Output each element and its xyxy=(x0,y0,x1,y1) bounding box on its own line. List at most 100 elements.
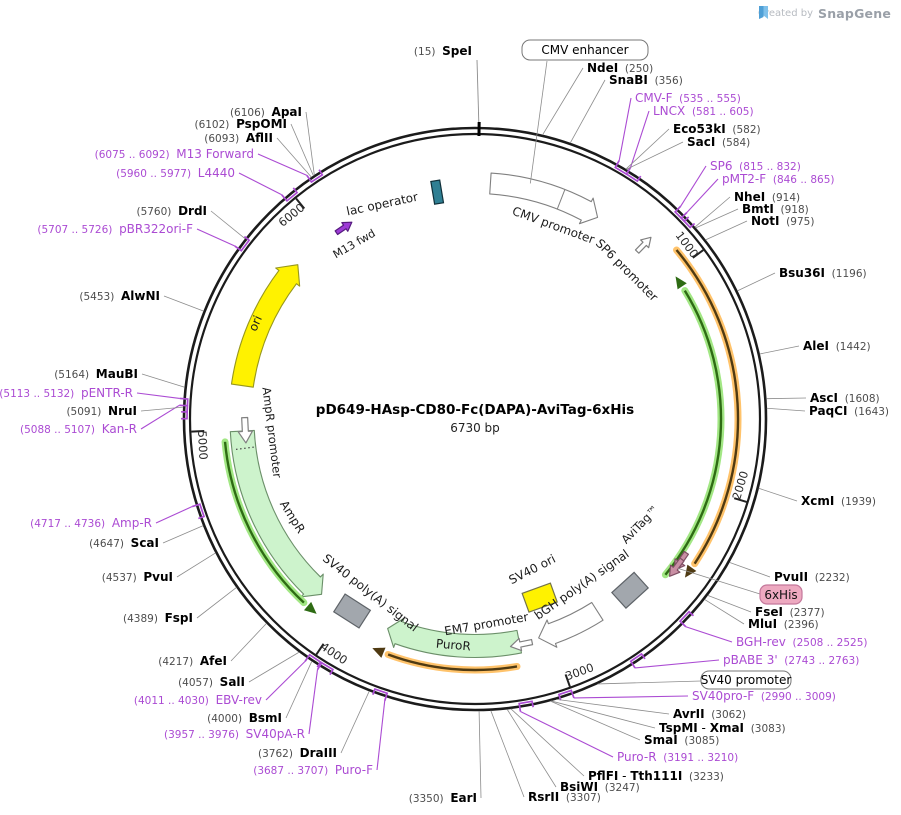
site-label-BsiWI[interactable]: BsiWI (3247) xyxy=(560,780,640,794)
site-label-AscI[interactable]: AscI (1608) xyxy=(810,391,880,405)
site-label-NheI[interactable]: NheI (914) xyxy=(734,190,800,204)
leader-AfeI xyxy=(230,623,267,662)
primer-label-pENTR-R[interactable]: (5113 .. 5132) pENTR-R xyxy=(0,386,133,400)
ampr-promoter-arrow[interactable] xyxy=(237,416,254,444)
site-label-MauBI[interactable]: (5164) MauBI xyxy=(54,367,138,381)
site-label-ApaI[interactable]: (6106) ApaI xyxy=(230,105,302,119)
cmv-enhancer-label[interactable]: CMV enhancer xyxy=(541,43,628,57)
site-label-XcmI[interactable]: XcmI (1939) xyxy=(801,494,876,508)
primer-label-pMT2-F[interactable]: pMT2-F (846 .. 865) xyxy=(722,172,834,186)
site-label-AleI[interactable]: AleI (1442) xyxy=(803,339,871,353)
site-label-BsmI[interactable]: (4000) BsmI xyxy=(207,711,282,725)
site-label-SpeI[interactable]: (15) SpeI xyxy=(414,44,472,58)
site-label-EarI[interactable]: (3350) EarI xyxy=(409,791,477,805)
primer-label-pBR322ori-F[interactable]: (5707 .. 5726) pBR322ori-F xyxy=(37,222,193,236)
cmv-promoter-arrow[interactable] xyxy=(489,172,599,225)
site-label-Eco53kI[interactable]: Eco53kI (582) xyxy=(673,122,761,136)
site-label-SalI[interactable]: (4057) SalI xyxy=(178,675,245,689)
leader-DrdI xyxy=(210,210,246,240)
site-label-FseI[interactable]: FseI (2377) xyxy=(755,605,825,619)
leader-NotI xyxy=(705,220,748,241)
sv40-promoter-label[interactable]: SV40 promoter xyxy=(701,673,792,687)
site-label-BmtI[interactable]: BmtI (918) xyxy=(742,202,809,216)
leader-pBR322ori-F xyxy=(196,228,236,247)
site-label-RsrII[interactable]: RsrII (3307) xyxy=(528,790,601,804)
site-label-SacI[interactable]: SacI (584) xyxy=(687,135,750,149)
primer-label-L4440[interactable]: (5960 .. 5977) L4440 xyxy=(116,166,235,180)
6xhis-label[interactable]: 6xHis xyxy=(764,588,797,602)
primer-mark-L4440 xyxy=(281,187,299,203)
site-label-Bsu36I[interactable]: Bsu36I (1196) xyxy=(779,266,867,280)
credit-brand: SnapGene xyxy=(818,6,891,21)
avitag-arrow-2[interactable] xyxy=(665,556,687,580)
puror-orf-band[interactable] xyxy=(387,617,523,659)
primer-mark-SV40pA-R xyxy=(316,661,335,676)
primer-label-EBV-rev[interactable]: (4011 .. 4030) EBV-rev xyxy=(134,693,262,707)
site-label-PvuI[interactable]: (4537) PvuI xyxy=(102,570,173,584)
site-label-AflII[interactable]: (6093) AflII xyxy=(204,131,273,145)
site-label-PvuII[interactable]: PvuII (2232) xyxy=(774,570,850,584)
site-label-PaqCI[interactable]: PaqCI (1643) xyxy=(809,404,889,418)
site-label-AlwNI[interactable]: (5453) AlwNI xyxy=(79,289,160,303)
leader-L4440 xyxy=(238,172,282,196)
primer-label-Puro-R[interactable]: Puro-R (3191 .. 3210) xyxy=(617,750,738,764)
primer-mark-Amp-R xyxy=(191,503,206,520)
plasmid-title: pD649-HAsp-CD80-Fc(DAPA)-AviTag-6xHis xyxy=(316,402,634,418)
primer-label-BGH-rev[interactable]: BGH-rev (2508 .. 2525) xyxy=(736,635,868,649)
site-label-NotI[interactable]: NotI (975) xyxy=(751,214,814,228)
leader-BmtI xyxy=(695,208,739,229)
cmv-enhancer-label-box[interactable] xyxy=(521,39,649,61)
primer-label-SV40pA-R[interactable]: (3957 .. 3976) SV40pA-R xyxy=(164,727,305,741)
scale-tick xyxy=(564,674,571,688)
site-label-TspMI[interactable]: TspMI - XmaI (3083) xyxy=(659,721,786,735)
primer-label-SP6[interactable]: SP6 (815 .. 832) xyxy=(710,159,801,173)
sv40-promoter-label-leader xyxy=(597,680,702,685)
site-label-MluI[interactable]: MluI (2396) xyxy=(748,617,819,631)
sv40-ori-box[interactable] xyxy=(521,582,558,613)
primer-label-SV40pro-F[interactable]: SV40pro-F (2990 .. 3009) xyxy=(692,689,836,703)
site-label-AfeI[interactable]: (4217) AfeI xyxy=(158,654,227,668)
primer-label-pBABE-3'[interactable]: pBABE 3' (2743 .. 2763) xyxy=(723,653,859,667)
site-label-AvrII[interactable]: AvrII (3062) xyxy=(673,707,746,721)
ampr-direction-arc[interactable] xyxy=(223,441,305,604)
site-label-SnaBI[interactable]: SnaBI (356) xyxy=(609,73,683,87)
bgh-polya-box[interactable] xyxy=(611,571,650,609)
primer-mark-pBR322ori-F xyxy=(234,235,251,252)
sv40-promoter-arrow[interactable] xyxy=(538,601,604,648)
ampr-orf-band-dotted-edge xyxy=(233,446,254,451)
avitag-label: AviTag™ xyxy=(618,502,662,546)
site-label-FspI[interactable]: (4389) FspI xyxy=(123,611,193,625)
snapgene-credit: Created by SnapGene xyxy=(758,6,891,21)
m13-fwd-arrow[interactable] xyxy=(333,218,354,237)
site-label-PspOMI[interactable]: (6102) PspOMI xyxy=(194,117,287,131)
site-label-NdeI[interactable]: NdeI (250) xyxy=(587,61,653,75)
site-label-SmaI[interactable]: SmaI (3085) xyxy=(644,733,719,747)
site-label-DraIII[interactable]: (3762) DraIII xyxy=(258,746,337,760)
6xhis-label-box[interactable] xyxy=(759,584,803,605)
sv40-promoter-label-box[interactable] xyxy=(700,670,792,690)
ampr-orf-band[interactable] xyxy=(229,429,324,598)
site-label-NruI[interactable]: (5091) NruI xyxy=(66,404,137,418)
orf-forward-right-arc[interactable] xyxy=(675,249,740,565)
em7-promoter-arrow[interactable] xyxy=(509,636,534,653)
site-label-ScaI[interactable]: (4647) ScaI xyxy=(89,536,159,550)
sv40-polya-box[interactable] xyxy=(332,593,372,629)
leader-Bsu36I xyxy=(737,272,776,292)
orf-reverse-right-arc[interactable] xyxy=(664,289,723,576)
primer-label-Amp-R[interactable]: (4717 .. 4736) Amp-R xyxy=(30,516,152,530)
lac-operator-box[interactable] xyxy=(430,179,445,205)
ori-arrow[interactable] xyxy=(230,264,301,388)
primer-label-CMV-F[interactable]: CMV-F (535 .. 555) xyxy=(635,91,741,105)
ampr-direction-arc-arrowhead xyxy=(303,601,317,614)
primer-mark-pENTR-R xyxy=(179,397,189,413)
site-label-DrdI[interactable]: (5760) DrdI xyxy=(136,204,207,218)
primer-label-Kan-R[interactable]: (5088 .. 5107) Kan-R xyxy=(20,422,137,436)
sp6-promoter-arrow[interactable] xyxy=(633,233,655,255)
orf-forward-bottom-arc-arrowhead xyxy=(372,647,386,658)
primer-label-Puro-F[interactable]: (3687 .. 3707) Puro-F xyxy=(253,763,373,777)
primer-label-LNCX[interactable]: LNCX (581 .. 605) xyxy=(653,104,754,118)
site-label-PflFI[interactable]: PflFI - Tth111I (3233) xyxy=(588,769,724,783)
primer-label-M13-Forward[interactable]: (6075 .. 6092) M13 Forward xyxy=(95,147,254,161)
orf-forward-bottom-arc[interactable] xyxy=(387,653,518,672)
